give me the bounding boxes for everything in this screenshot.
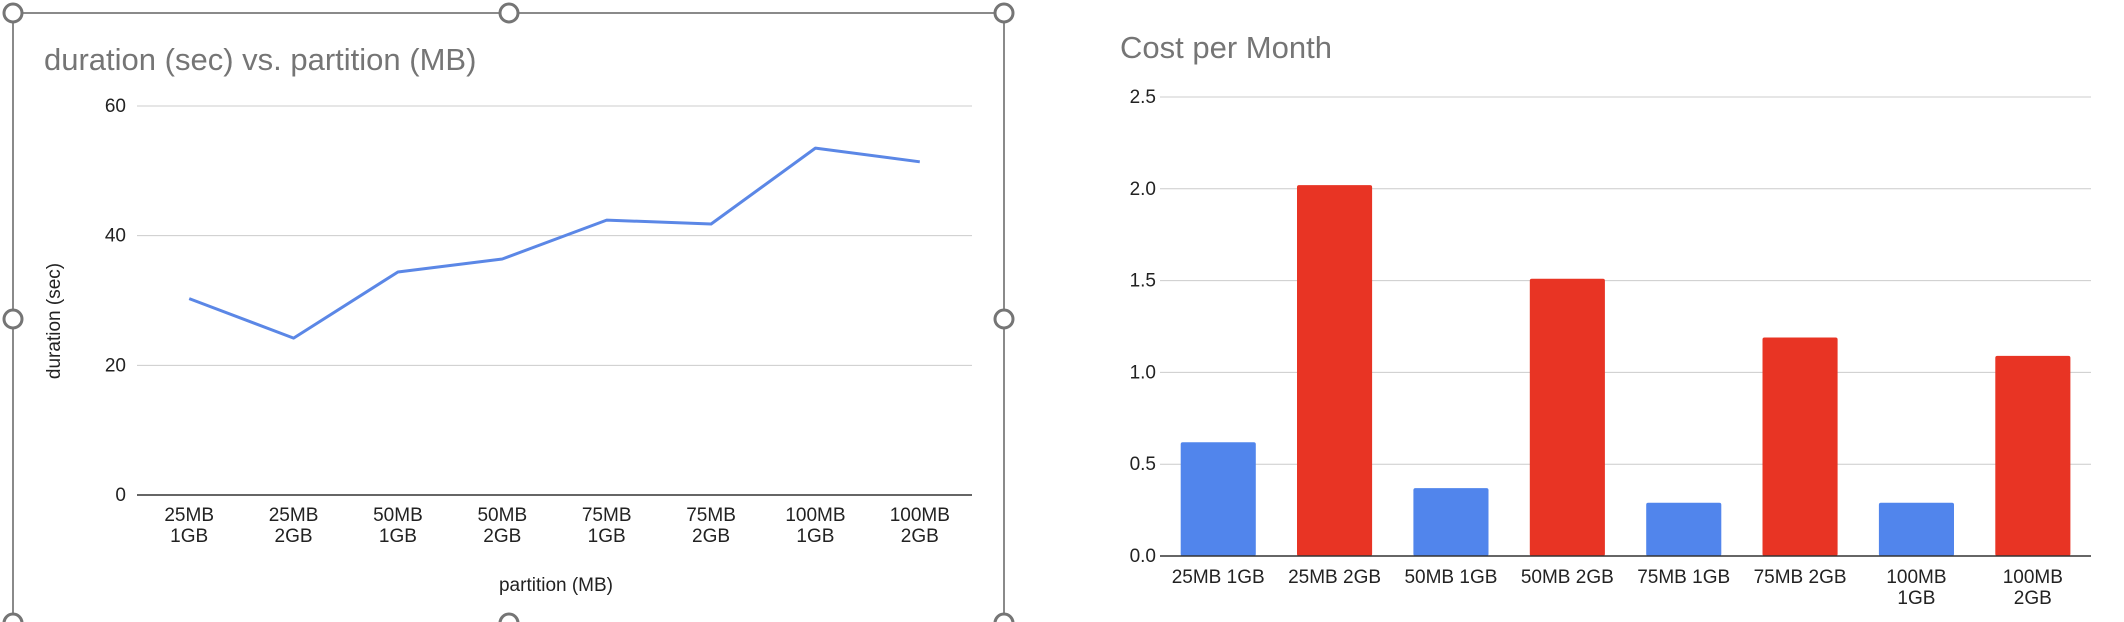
y-tick-label: 0.0 <box>1130 546 1156 567</box>
x-tick-label: 75MB 2GB <box>686 505 736 547</box>
y-axis-ticks: 0 20 40 60 <box>105 96 126 506</box>
chart-title: Cost per Month <box>1120 30 1332 65</box>
x-axis-title: partition (MB) <box>499 575 613 596</box>
y-axis-ticks: 0.0 0.5 1.0 1.5 2.0 2.5 <box>1130 87 1156 567</box>
bar[interactable] <box>1878 502 1954 556</box>
x-tick-label: 75MB 1GB <box>1637 567 1730 588</box>
x-tick-label: 100MB 1GB <box>785 505 845 547</box>
x-tick-label: 100MB 2GB <box>890 505 950 547</box>
y-tick-label: 60 <box>105 96 126 117</box>
bar[interactable] <box>1413 488 1489 556</box>
y-tick-label: 20 <box>105 355 126 376</box>
duration-series-line[interactable] <box>188 146 920 340</box>
resize-handle-bottom[interactable] <box>498 612 520 622</box>
resize-handle-bottom-right[interactable] <box>993 612 1015 622</box>
bar[interactable] <box>1762 337 1838 557</box>
y-tick-label: 2.5 <box>1130 87 1156 108</box>
duration-line-chart[interactable]: duration (sec) vs. partition (MB) 0 20 40 6… <box>2 2 1015 622</box>
x-tick-label: 50MB 2GB <box>1521 567 1614 588</box>
y-tick-label: 1.0 <box>1130 362 1156 383</box>
bar[interactable] <box>1297 185 1373 556</box>
resize-handle-left[interactable] <box>2 308 24 330</box>
x-tick-label: 75MB 1GB <box>582 505 632 547</box>
y-tick-label: 0 <box>115 485 126 506</box>
x-tick-label: 100MB 2GB <box>2003 567 2063 609</box>
y-tick-label: 40 <box>105 226 126 247</box>
gridlines <box>137 105 972 366</box>
x-tick-label: 50MB 1GB <box>373 505 423 547</box>
cost-bar-chart[interactable]: Cost per Month 0.0 0.5 1.0 1.5 2.0 2.5 25MB 1… <box>1120 30 2091 609</box>
resize-handle-right[interactable] <box>993 308 1015 330</box>
y-axis-title: duration (sec) <box>44 263 65 379</box>
x-tick-label: 50MB 2GB <box>477 505 527 547</box>
bar[interactable] <box>1646 502 1722 556</box>
bar[interactable] <box>1180 442 1256 556</box>
selection-handles <box>2 2 1015 622</box>
resize-handle-top[interactable] <box>498 2 520 24</box>
y-tick-label: 2.0 <box>1130 179 1156 200</box>
x-axis-ticks: 25MB 1GB 25MB 2GB 50MB 1GB 50MB 2GB 75MB 1GB… <box>1172 567 2063 609</box>
resize-handle-top-right[interactable] <box>993 2 1015 24</box>
bars <box>1180 185 2071 557</box>
bar[interactable] <box>1529 278 1605 556</box>
bar[interactable] <box>1995 355 2071 556</box>
chart-title: duration (sec) vs. partition (MB) <box>44 42 476 77</box>
x-tick-label: 25MB 2GB <box>1288 567 1381 588</box>
x-tick-label: 75MB 2GB <box>1754 567 1847 588</box>
y-tick-label: 1.5 <box>1130 271 1156 292</box>
x-tick-label: 100MB 1GB <box>1886 567 1946 609</box>
x-axis-ticks: 25MB 1GB 25MB 2GB 50MB 1GB 50MB 2GB 75MB 1GB 75MB 2… <box>164 505 950 547</box>
resize-handle-bottom-left[interactable] <box>2 612 24 622</box>
x-tick-label: 25MB 1GB <box>1172 567 1265 588</box>
x-tick-label: 25MB 2GB <box>269 505 319 547</box>
resize-handle-top-left[interactable] <box>2 2 24 24</box>
x-tick-label: 50MB 1GB <box>1404 567 1497 588</box>
x-tick-label: 25MB 1GB <box>164 505 214 547</box>
y-tick-label: 0.5 <box>1130 454 1156 475</box>
